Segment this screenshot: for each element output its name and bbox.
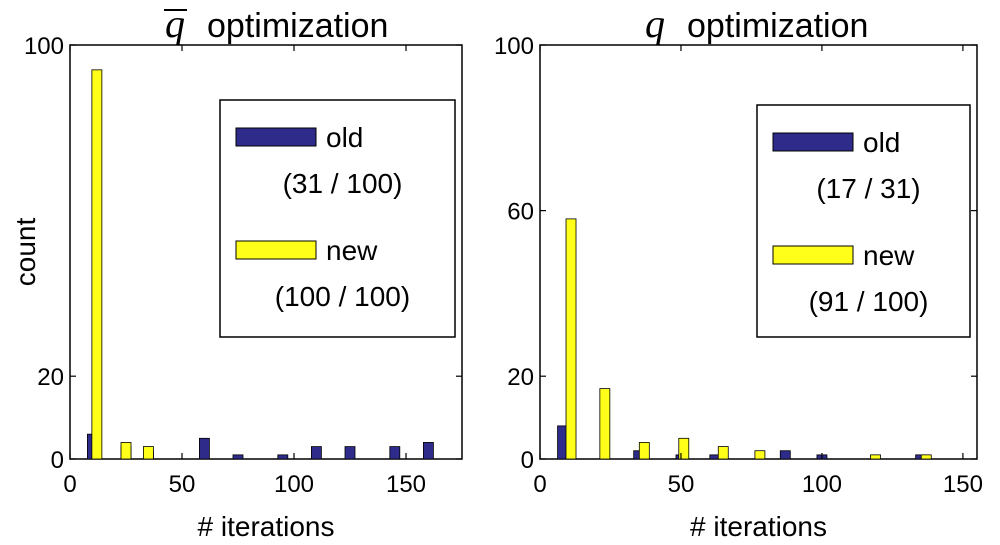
x-tick-label: 50 — [668, 471, 695, 498]
y-tick-label: 0 — [521, 447, 534, 474]
bar-new — [599, 388, 611, 460]
y-tick-label: 60 — [507, 199, 534, 226]
bar-old — [422, 442, 434, 460]
x-tick-label: 150 — [943, 471, 983, 498]
chart-title: optimization — [687, 7, 868, 45]
legend-note-new: (91 / 100) — [809, 286, 929, 317]
bar-old — [389, 446, 401, 460]
bar-old — [232, 454, 244, 460]
x-tick-label: 50 — [169, 471, 196, 498]
legend-label-old: old — [326, 122, 363, 153]
y-tick-label: 0 — [51, 447, 64, 474]
title-symbol: q — [165, 1, 185, 46]
legend-swatch-old — [772, 132, 854, 152]
x-axis-label: # iterations — [198, 511, 335, 542]
y-axis-label: count — [10, 218, 41, 287]
bar-new — [142, 446, 154, 460]
legend: old (31 / 100) new (100 / 100) — [219, 99, 456, 338]
panel-q-optimization: 0 50 100 150 0 20 60 100 # iterations q optimizati… — [494, 1, 983, 542]
chart-title: optimization — [207, 7, 388, 45]
bar-new — [638, 442, 650, 460]
legend-swatch-new — [772, 245, 854, 265]
title-symbol: q — [645, 1, 665, 46]
axes-box — [69, 44, 463, 460]
y-tick-label: 100 — [24, 33, 64, 60]
x-tick-label: 0 — [533, 471, 546, 498]
legend-swatch-old — [235, 127, 317, 147]
panel-qbar-optimization: 0 50 100 150 0 20 100 # iterations count q optimiz… — [10, 1, 463, 542]
legend: old (17 / 31) new (91 / 100) — [756, 104, 971, 338]
bar-new — [754, 450, 766, 460]
bar-old — [779, 450, 791, 460]
y-tick-label: 20 — [507, 364, 534, 391]
bar-old — [198, 437, 210, 460]
x-tick-label: 100 — [274, 471, 314, 498]
bar-new — [870, 454, 881, 460]
bar-old — [277, 454, 289, 460]
legend-swatch-new — [235, 240, 317, 260]
x-tick-label: 0 — [63, 471, 76, 498]
bar-new — [717, 446, 729, 460]
legend-note-old: (17 / 31) — [816, 173, 920, 204]
legend-note-old: (31 / 100) — [283, 168, 403, 199]
bar-new — [120, 442, 132, 460]
y-tick-label: 20 — [37, 364, 64, 391]
legend-note-new: (100 / 100) — [275, 281, 410, 312]
x-tick-label: 150 — [386, 471, 426, 498]
bar-new — [920, 454, 932, 460]
bar-new — [91, 69, 103, 460]
bar-old — [344, 446, 356, 460]
bar-new — [565, 218, 577, 460]
y-tick-label: 100 — [494, 33, 534, 60]
bar-new — [678, 437, 690, 460]
legend-label-new: new — [863, 240, 915, 271]
x-tick-label: 100 — [802, 471, 842, 498]
legend-label-old: old — [863, 127, 900, 158]
legend-label-new: new — [326, 235, 378, 266]
x-axis-label: # iterations — [690, 511, 827, 542]
bar-old — [310, 446, 322, 460]
